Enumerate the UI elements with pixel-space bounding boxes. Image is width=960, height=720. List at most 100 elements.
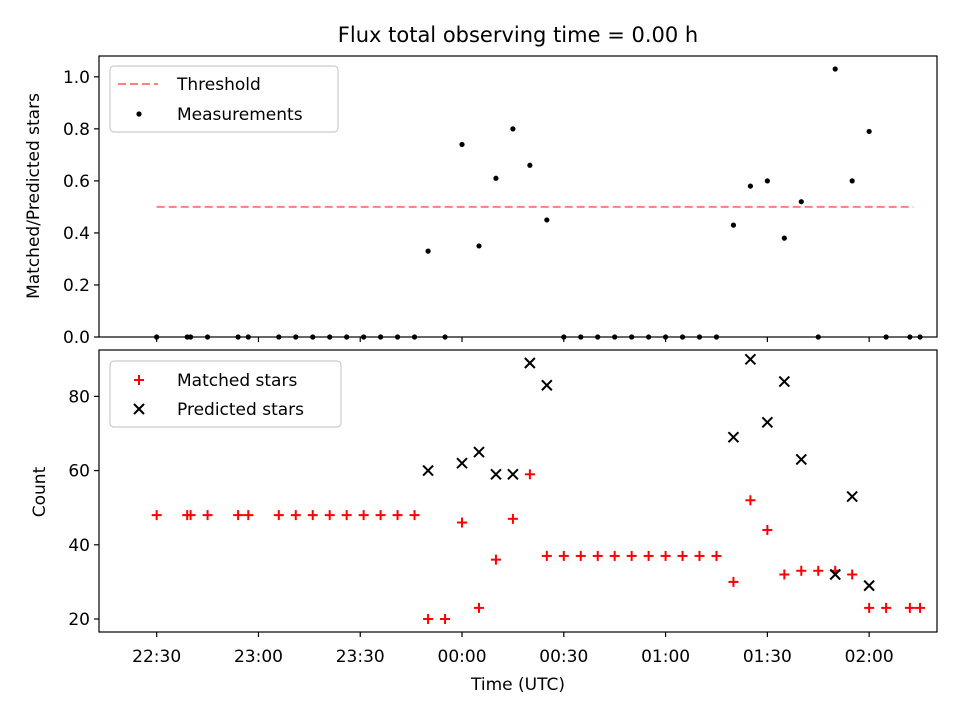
matched-point [524,469,535,480]
legend-threshold-label: Threshold [176,75,261,95]
legend-measurements-swatch [136,111,142,117]
measurement-point [781,235,787,241]
matched-point [243,510,254,521]
measurement-point [866,128,872,135]
x-tick-label: 02:00 [845,647,894,667]
measurement-point [476,243,482,249]
count-legend: Matched stars Predicted stars [109,360,342,428]
x-tick-label: 23:00 [234,647,283,667]
matched-point [358,510,369,521]
matched-point [423,614,434,625]
matched-point [507,513,518,524]
matched-point [779,569,790,580]
predicted-point [473,446,485,458]
count-legend-box [109,360,342,428]
count-plot-frame [98,349,938,633]
matched-point [864,602,875,613]
matched-point [202,510,213,521]
ratio-y-ticks: 0.0 0.2 0.4 0.6 0.8 1.0 [63,68,99,348]
matched-point [185,510,196,521]
matched-point [711,550,722,561]
legend-matched-swatch [134,375,144,385]
legend-matched-label: Matched stars [177,371,297,391]
ratio-plot-frame [98,55,938,338]
measurement-point [730,222,737,228]
measurement-point [459,141,465,148]
y-tick-label: 0.8 [63,120,90,140]
predicted-point [744,353,757,365]
matched-point [558,550,569,561]
x-tick-label: 00:30 [539,647,588,667]
matched-point [762,524,773,535]
matched-point [745,495,756,506]
predicted-point [863,579,875,592]
measurement-point [747,183,754,189]
predicted-point [727,431,740,443]
measurement-point [832,66,838,72]
y-tick-label: 0.0 [63,328,90,348]
measurement-point [527,162,533,168]
legend-measurements-label: Measurements [177,105,303,125]
predicted-point [541,379,553,391]
matched-point [473,602,484,613]
matched-point [643,550,654,561]
matched-point [915,602,926,613]
matched-point [151,510,162,521]
matched-point [541,550,552,561]
measurement-point [510,126,516,132]
x-tick-label: 22:30 [132,647,181,667]
chart-title: Flux total observing time = 0.00 h [338,23,698,47]
matched-point [575,550,586,561]
matched-point [273,510,284,521]
matched-point [904,602,915,613]
count-marks [151,353,926,625]
predicted-point [846,490,858,503]
predicted-point [524,357,536,369]
matched-point [813,565,824,576]
matched-point [592,550,603,561]
measurement-point [493,175,499,181]
measurement-point [764,178,770,184]
ratio-marks [154,66,923,340]
y-tick-label: 0.6 [63,172,90,192]
x-tick-label: 01:30 [743,647,792,667]
ratio-legend: Threshold Measurements [109,65,339,133]
predicted-point [456,457,468,469]
measurement-point [544,217,550,223]
count-y-ticks: 20 40 60 80 [68,387,99,630]
matched-point [660,550,671,561]
matched-point [677,550,688,561]
matched-point [233,510,244,521]
count-panel: Count Time (UTC) 20 40 60 80 22:30 23:00 23:3… [30,349,938,695]
predicted-point [422,464,434,477]
matched-point [881,602,892,613]
predicted-point [795,453,807,466]
matched-point [341,510,352,521]
matched-point [324,510,335,521]
matched-point [375,510,386,521]
predicted-point [761,416,774,429]
ratio-legend-box [109,65,339,133]
ratio-panel: Flux total observing time = 0.00 h Match… [24,23,938,348]
predicted-point [829,568,841,581]
matched-point [457,517,468,528]
y-tick-label: 1.0 [63,68,90,88]
x-axis-label-time: Time (UTC) [470,675,565,695]
matched-point [796,565,807,576]
x-tick-label: 23:30 [336,647,385,667]
x-tick-label: 00:00 [438,647,487,667]
measurement-point [849,178,855,184]
matched-point [609,550,620,561]
matched-point [626,550,637,561]
legend-predicted-swatch [133,403,145,415]
y-axis-label-ratio: Matched/Predicted stars [24,93,44,299]
matched-point [290,510,301,521]
y-axis-label-count: Count [30,466,50,517]
matched-point [307,510,318,521]
y-tick-label: 0.4 [63,224,90,244]
y-tick-label: 40 [68,536,90,556]
predicted-point [490,468,502,481]
matched-point [409,510,420,521]
measurement-point [798,199,804,205]
